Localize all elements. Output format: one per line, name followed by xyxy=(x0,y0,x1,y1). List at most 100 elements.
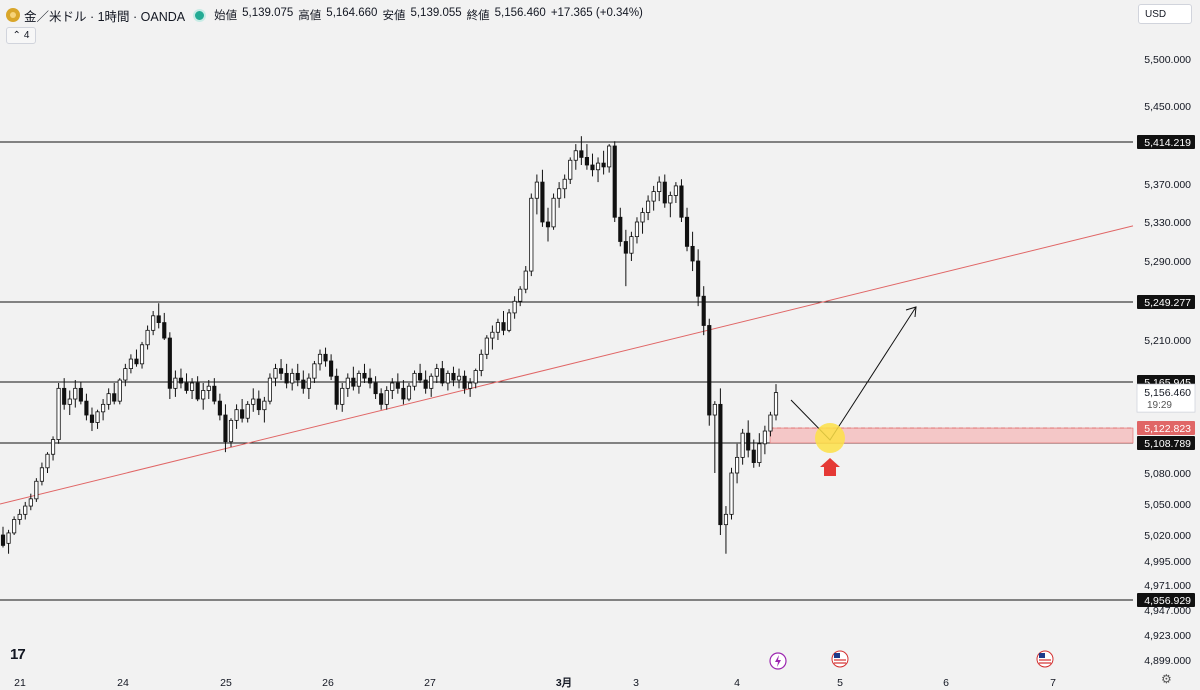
candle-body xyxy=(529,197,534,272)
candle-body xyxy=(340,387,345,405)
symbol-title[interactable]: 金／米ドル · 1時間 · OANDA xyxy=(6,6,185,25)
candle-body xyxy=(267,377,273,402)
close-label: 終値 xyxy=(466,10,490,22)
candle-body xyxy=(757,443,762,463)
candle-body xyxy=(456,375,462,381)
candle-body xyxy=(62,387,67,405)
currency-select[interactable]: USD xyxy=(1138,4,1192,24)
chevron-up-icon: ⌃ xyxy=(12,30,21,41)
forecast-path[interactable] xyxy=(790,306,917,476)
candle-body xyxy=(56,387,61,440)
candle-body xyxy=(707,325,712,416)
candle-body xyxy=(167,337,172,389)
candle-body xyxy=(718,403,723,526)
y-tick-label: 4,923.000 xyxy=(1144,630,1191,642)
candle-body xyxy=(506,312,512,331)
event-markers[interactable] xyxy=(769,650,1054,670)
candle-body xyxy=(423,379,428,389)
candle-body xyxy=(295,372,300,381)
candle-body xyxy=(629,236,634,254)
candle-body xyxy=(290,372,295,384)
candle-body xyxy=(735,456,740,474)
candle-body xyxy=(534,181,539,199)
candle-body xyxy=(240,409,245,419)
candle-body xyxy=(523,270,528,290)
candle-body xyxy=(12,519,17,534)
x-tick-label: 26 xyxy=(322,677,334,689)
y-tick-label: 4,947.000 xyxy=(1144,605,1191,617)
candle-body xyxy=(195,382,200,400)
candle-body xyxy=(551,197,556,228)
indicator-toggle[interactable]: ⌃ 4 xyxy=(6,27,36,44)
level-label: 5,414.219 xyxy=(1144,137,1191,149)
level-label-bg xyxy=(1137,436,1195,450)
candle-body xyxy=(134,358,139,365)
candle-body xyxy=(445,372,450,384)
close-value: 5,156.460 xyxy=(494,7,546,19)
candle-body xyxy=(206,385,211,391)
candle-body xyxy=(89,414,95,423)
candle-body xyxy=(17,513,22,520)
y-tick-label: 5,020.000 xyxy=(1144,530,1191,542)
candle-body xyxy=(101,403,106,413)
high-value: 5,164.660 xyxy=(326,7,378,19)
open-value: 5,139.075 xyxy=(242,7,294,19)
y-tick-label: 5,370.000 xyxy=(1144,179,1191,191)
candle-body xyxy=(462,375,467,389)
candle-body xyxy=(212,385,217,402)
candle-body xyxy=(312,363,317,379)
y-tick-label: 4,995.000 xyxy=(1144,556,1191,568)
trendline[interactable] xyxy=(0,225,1134,505)
candle-body xyxy=(106,393,111,405)
candle-body xyxy=(768,414,773,432)
y-tick-label: 4,971.000 xyxy=(1144,580,1191,592)
price-axis[interactable]: 5,500.000 5,450.000 5,370.000 5,330.000 5,29… xyxy=(1144,54,1191,667)
candle-body xyxy=(390,382,395,391)
candle-body xyxy=(501,322,506,331)
candle-body xyxy=(156,315,161,323)
candle-body xyxy=(395,382,400,389)
last-price-label: 5,156.460 xyxy=(1144,387,1191,399)
candle-body xyxy=(562,178,567,190)
candle-body xyxy=(384,390,389,405)
candle-body xyxy=(557,188,562,199)
candle-body xyxy=(412,372,417,387)
zone-label: 5,122.823 xyxy=(1144,423,1191,435)
candle-body xyxy=(184,382,189,391)
candle-body xyxy=(0,534,6,546)
candle-body xyxy=(701,295,706,326)
candle-body xyxy=(123,368,128,381)
market-status-icon[interactable] xyxy=(193,8,207,22)
tradingview-logo[interactable]: 17 xyxy=(10,646,26,663)
candle-body xyxy=(696,260,701,297)
x-tick-label: 5 xyxy=(837,677,843,689)
candle-body xyxy=(607,145,612,168)
candle-body xyxy=(590,164,595,171)
forecast-line xyxy=(790,306,917,441)
settings-icon[interactable]: ⚙ xyxy=(1161,672,1172,686)
candle-body xyxy=(334,375,339,405)
candle-body xyxy=(640,212,645,223)
candle-body xyxy=(284,372,289,384)
candle-body xyxy=(746,432,751,451)
candle-body xyxy=(273,368,278,379)
candle-body xyxy=(301,379,306,389)
candle-body xyxy=(45,453,50,469)
candle-body xyxy=(540,181,545,223)
candle-body xyxy=(545,221,551,228)
entry-highlight xyxy=(815,423,845,453)
ohlc-values: 始値 5,139.075 高値 5,164.660 安値 5,139.055 終値 5,… xyxy=(214,7,643,23)
candle-body xyxy=(306,377,311,389)
x-tick-label: 6 xyxy=(943,677,949,689)
time-axis[interactable]: 21 24 25 26 27 3月 3 4 5 6 7 xyxy=(14,677,1056,689)
level-label-bg xyxy=(1137,135,1195,149)
high-label: 高値 xyxy=(298,10,322,22)
candle-body xyxy=(112,393,117,402)
candlesticks xyxy=(0,136,779,554)
candle-body xyxy=(217,400,222,416)
candle-body xyxy=(573,150,578,161)
candle-body xyxy=(418,372,423,381)
candle-body xyxy=(634,221,640,238)
candle-body xyxy=(139,344,145,365)
